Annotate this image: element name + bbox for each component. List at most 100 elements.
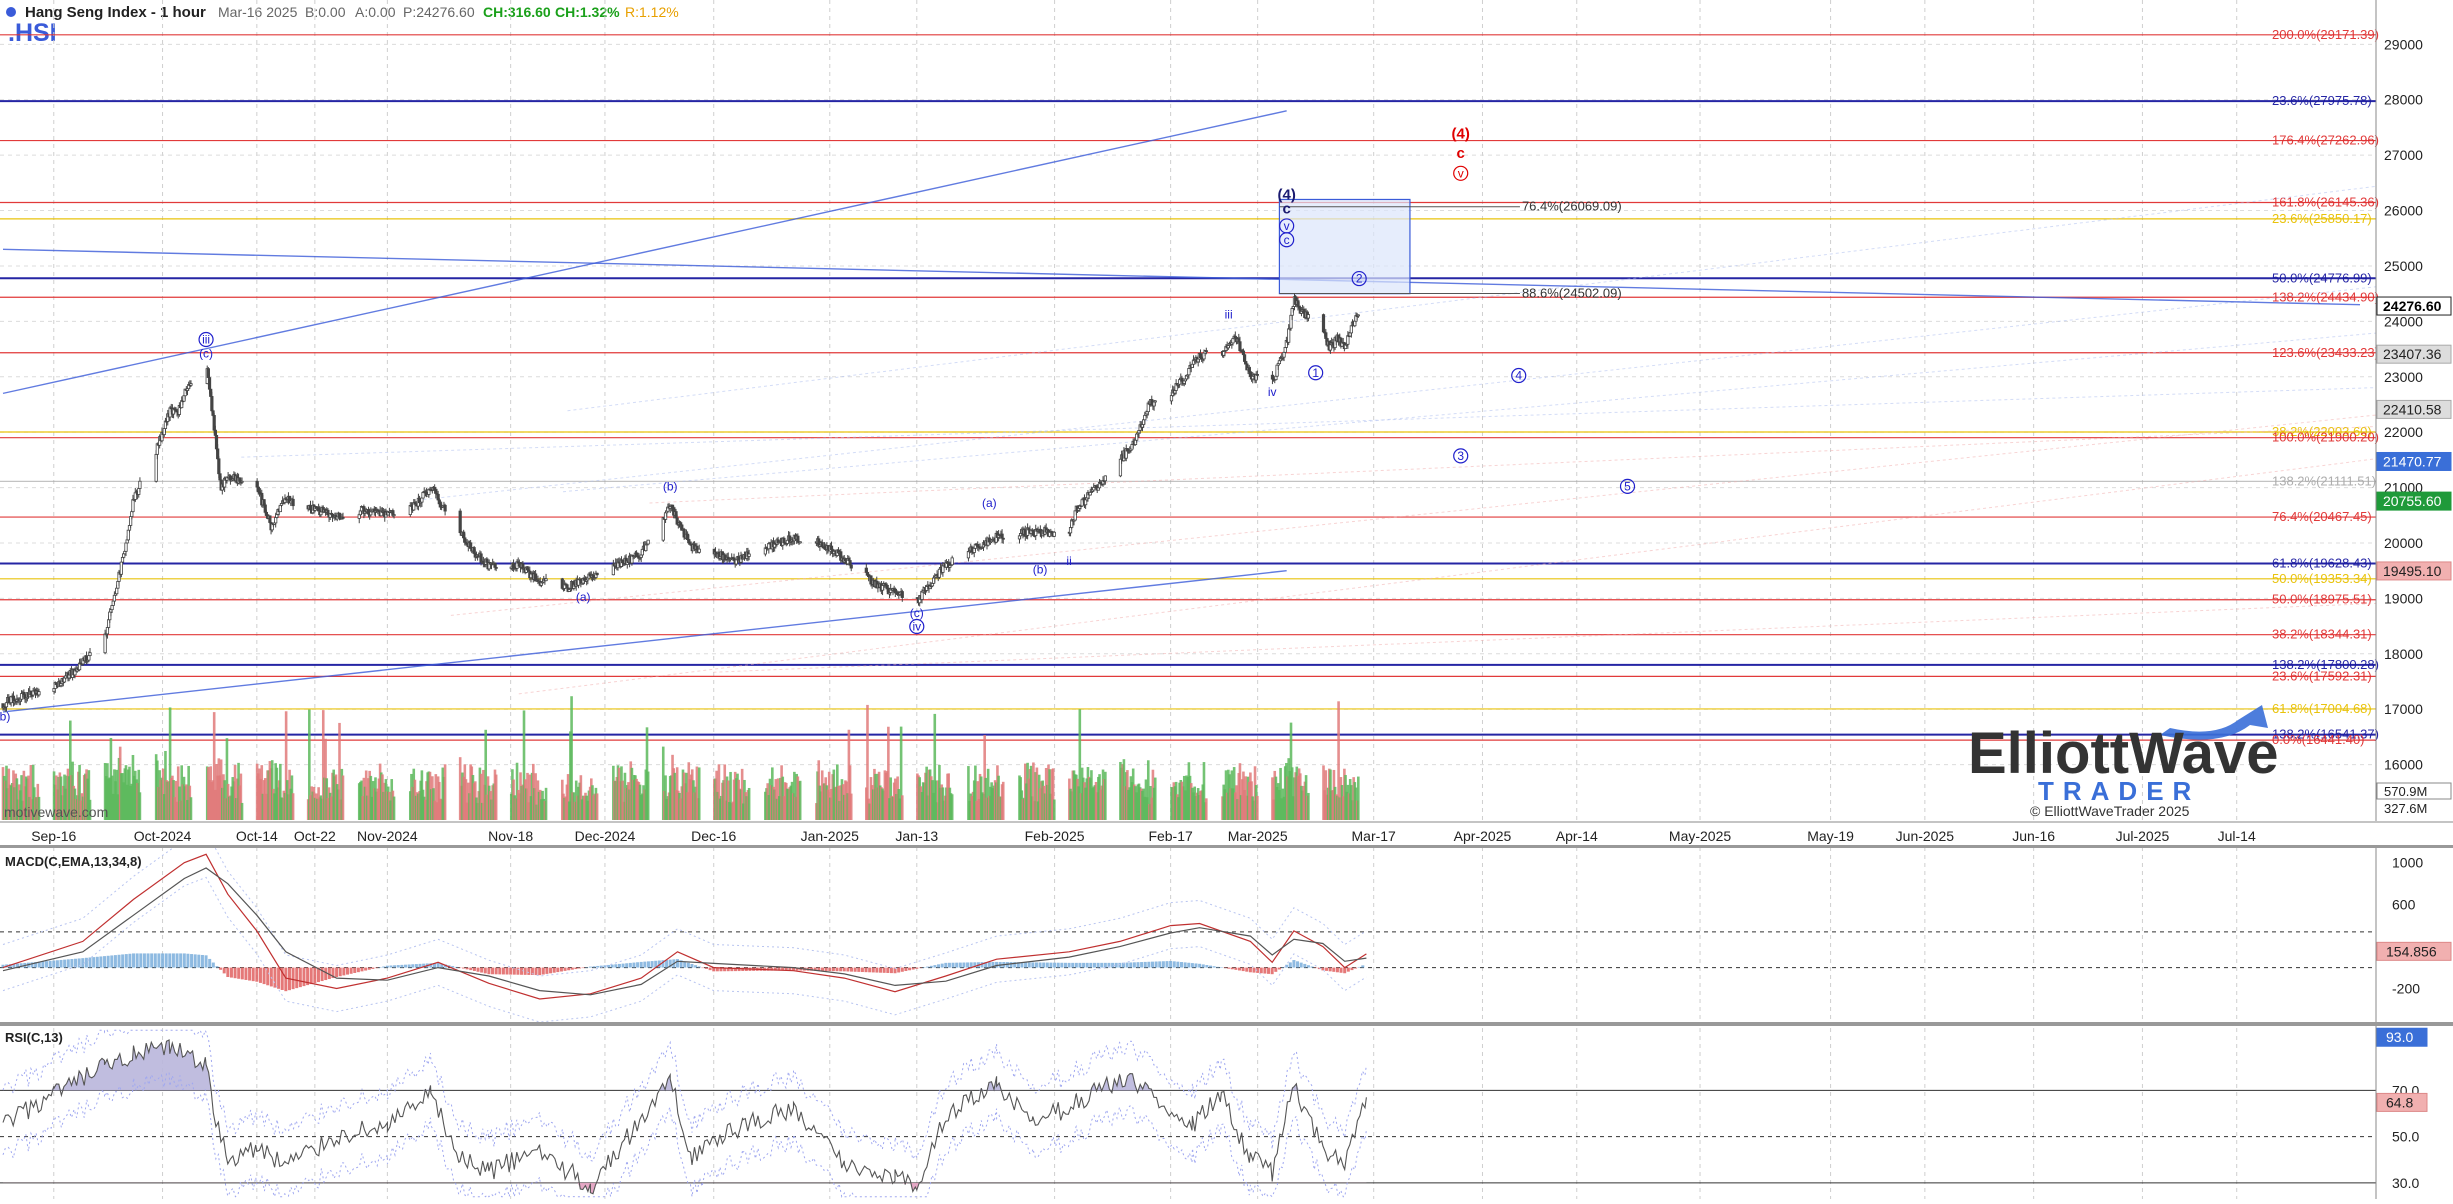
macd-histogram-bar — [309, 967, 313, 985]
macd-histogram-bar — [237, 967, 241, 979]
candle-body — [1187, 368, 1191, 376]
macd-histogram-bar — [476, 967, 480, 972]
volume-tag — [2376, 782, 2452, 800]
volume-bar — [434, 774, 438, 820]
price-tick-label: 22000 — [2384, 424, 2423, 440]
macd-histogram-bar — [512, 967, 516, 975]
fib-level-label: 23.6%(17592.31) — [2272, 668, 2372, 683]
candle-body — [189, 383, 193, 386]
macd-histogram-bar — [204, 955, 208, 968]
volume-bar — [321, 710, 325, 820]
macd-histogram-bar — [182, 953, 186, 968]
macd-histogram-bar — [12, 963, 16, 968]
macd-band-line — [2, 876, 1367, 1023]
candle-body — [849, 564, 853, 569]
volume-bar — [279, 763, 282, 820]
candle-body — [848, 560, 852, 566]
candle-body — [950, 557, 954, 566]
macd-histogram-bar — [1067, 962, 1071, 968]
macd-histogram-bar — [509, 967, 513, 975]
macd-histogram-bar — [291, 967, 295, 990]
macd-histogram-bar — [958, 962, 962, 968]
wave-label: 2 — [1356, 272, 1363, 286]
macd-histogram-bar — [422, 963, 426, 968]
macd-histogram-bar — [639, 961, 643, 968]
macd-histogram-bar — [1194, 963, 1198, 968]
macd-histogram-bar — [302, 967, 306, 987]
macd-histogram-bar — [1277, 967, 1281, 970]
wave-label: c — [1457, 145, 1465, 162]
macd-histogram-bar — [1085, 962, 1089, 968]
volume-bar — [392, 796, 396, 820]
macd-histogram-bar — [868, 967, 872, 973]
candle-body — [443, 504, 447, 512]
macd-histogram-bar — [451, 966, 455, 968]
price-tag — [2376, 491, 2452, 511]
volume-bar — [37, 796, 41, 820]
macd-histogram-bar — [871, 967, 875, 973]
price-tick-label: 17000 — [2384, 701, 2423, 717]
macd-histogram-bar — [860, 967, 864, 973]
macd-histogram-bar — [563, 967, 567, 971]
candle-body — [1255, 374, 1259, 376]
macd-histogram-bar — [1176, 961, 1180, 968]
price-tick-label: 19000 — [2384, 590, 2423, 606]
wave-label: iii — [202, 333, 210, 347]
fib-level-label: 50.0%(18975.51) — [2272, 592, 2372, 607]
macd-histogram-bar — [520, 967, 524, 975]
volume-bar — [291, 793, 295, 820]
volume-bar — [494, 774, 498, 820]
wave-label: 4 — [1515, 369, 1522, 383]
time-tick-label: Apr-14 — [1556, 828, 1598, 844]
symbol-label: .HSI — [8, 19, 57, 47]
macd-histogram-bar — [1285, 964, 1289, 968]
macd-histogram-bar — [1100, 962, 1104, 968]
volume-bar — [646, 771, 650, 820]
candle-body — [1241, 350, 1246, 356]
macd-histogram-bar — [63, 959, 67, 968]
time-tick-label: Oct-2024 — [134, 828, 192, 844]
macd-histogram-bar — [1332, 967, 1336, 972]
macd-histogram-bar — [839, 967, 843, 972]
time-axis[interactable]: Sep-16 Oct-2024 Oct-14 Oct-22 Nov-2024 Nov-18… — [31, 828, 2256, 844]
macd-histogram-bar — [374, 967, 378, 969]
macd-histogram-bar — [70, 959, 74, 968]
macd-histogram-bar — [697, 966, 701, 968]
price-tick-label: 29000 — [2384, 36, 2423, 52]
macd-histogram-bar — [414, 964, 418, 968]
macd-histogram-bar — [45, 961, 49, 968]
macd-histogram-bar — [153, 953, 157, 968]
fib-level-label: 138.2%(24434.90) — [2272, 289, 2379, 304]
price-tag — [2376, 296, 2452, 316]
volume-bar — [934, 780, 938, 820]
macd-histogram-bar — [273, 967, 277, 988]
macd-histogram-bar — [908, 967, 912, 971]
macd-histogram-bar — [443, 964, 447, 968]
macd-histogram-bar — [41, 961, 45, 968]
macd-histogram-bar — [810, 967, 814, 971]
macd-histogram-bar — [1024, 962, 1028, 968]
panel-divider — [0, 845, 2453, 848]
macd-histogram-bar — [480, 967, 484, 973]
rsi-tick-label: 50.0 — [2392, 1129, 2419, 1145]
price-tick-label: 28000 — [2384, 92, 2423, 108]
macd-histogram-bar — [1212, 966, 1216, 968]
macd-histogram-bar — [1129, 962, 1133, 968]
volume-bar — [1279, 767, 1282, 820]
volume-bar — [747, 787, 751, 820]
macd-histogram-bar — [773, 967, 777, 971]
macd-histogram-bar — [1121, 962, 1125, 968]
macd-histogram-bar — [251, 967, 255, 982]
macd-histogram-bar — [893, 967, 897, 974]
candle-body — [494, 566, 498, 569]
price-axis[interactable]: 16000 17000 18000 19000 20000 21000 22000 23000… — [2376, 36, 2452, 816]
wave-label: (b) — [0, 709, 10, 723]
macd-tag — [2376, 941, 2452, 961]
volume-bar — [1078, 709, 1082, 820]
macd-histogram-bar — [1136, 962, 1140, 968]
macd-histogram-bar — [1013, 962, 1017, 968]
macd-histogram-bar — [37, 961, 41, 968]
macd-histogram-bar — [781, 967, 785, 971]
volume-bar — [900, 795, 904, 820]
